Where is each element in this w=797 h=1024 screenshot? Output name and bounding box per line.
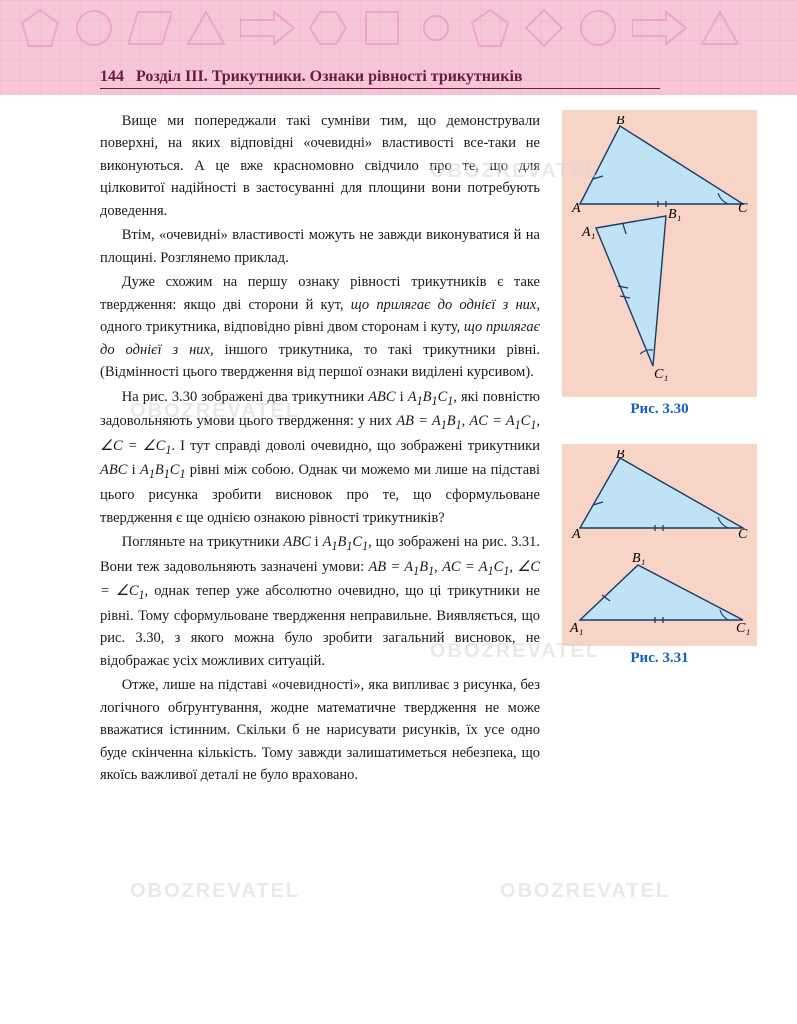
triangle-a1b1c1-2 <box>580 565 743 620</box>
label-A1: A₁ <box>581 225 595 240</box>
figure-3-31-svg: A B C A₁ B₁ C₁ <box>568 450 751 635</box>
shape-triangle-icon <box>186 8 226 48</box>
label-A1-2: A₁ <box>569 621 583 635</box>
text-column: Вище ми попереджали такі сумніви тим, що… <box>100 110 540 984</box>
label-B1-2: B₁ <box>632 551 645 566</box>
label-C: C <box>738 201 748 216</box>
label-B1: B₁ <box>668 207 681 222</box>
label-A: A <box>571 201 581 216</box>
shape-square-icon <box>362 8 402 48</box>
page-number: 144 <box>100 68 124 85</box>
figure-3-30: A B C A₁ B₁ C₁ Рис. 3.30 <box>562 110 757 418</box>
paragraph-5: Погляньте на трикутники ABC і A1B1C1, що… <box>100 531 540 672</box>
shape-circle-icon <box>74 8 114 48</box>
paragraph-4: На рис. 3.30 зображені два трикутники AB… <box>100 386 540 529</box>
label-B: B <box>616 116 625 128</box>
shape-hexagon-icon <box>308 8 348 48</box>
label-C1: C₁ <box>654 367 668 382</box>
header-band: 144 Розділ III. Трикутники. Ознаки рівно… <box>0 0 797 95</box>
label-A-2: A <box>571 527 581 542</box>
triangle-a1b1c1 <box>596 216 666 366</box>
triangle-abc <box>580 126 743 204</box>
figure-column: A B C A₁ B₁ C₁ Рис. 3.30 <box>562 110 757 984</box>
shape-triangle2-icon <box>700 8 740 48</box>
figure-3-30-svg: A B C A₁ B₁ C₁ <box>568 116 751 386</box>
shape-pentagon2-icon <box>470 8 510 48</box>
shape-circle2-icon <box>578 8 618 48</box>
shape-parallelogram-icon <box>128 8 172 48</box>
paragraph-3: Дуже схожим на першу ознаку рівності три… <box>100 271 540 383</box>
paragraph-6: Отже, лише на підставі «очевидності», як… <box>100 674 540 786</box>
figure-3-31-box: A B C A₁ B₁ C₁ <box>562 444 757 646</box>
label-C-2: C <box>738 527 748 542</box>
shape-rhombus-icon <box>524 8 564 48</box>
body-area: Вище ми попереджали такі сумніви тим, що… <box>100 110 757 984</box>
label-C1-2: C₁ <box>736 621 750 635</box>
label-B-2: B <box>616 450 625 462</box>
figure-3-31: A B C A₁ B₁ C₁ Рис. 3.31 <box>562 444 757 667</box>
shape-pentagon-icon <box>20 8 60 48</box>
figure-3-30-caption: Рис. 3.30 <box>562 401 757 418</box>
figure-3-30-box: A B C A₁ B₁ C₁ <box>562 110 757 397</box>
paragraph-1: Вище ми попереджали такі сумніви тим, що… <box>100 110 540 222</box>
shape-arrow-icon <box>240 8 294 48</box>
figure-3-31-caption: Рис. 3.31 <box>562 650 757 667</box>
shape-arrow2-icon <box>632 8 686 48</box>
paragraph-2: Втім, «очевидні» властивості можуть не з… <box>100 224 540 269</box>
shape-circle-small-icon <box>416 8 456 48</box>
header-title-line: 144 Розділ III. Трикутники. Ознаки рівно… <box>100 68 660 89</box>
section-title: Розділ III. Трикутники. Ознаки рівності … <box>136 68 523 85</box>
header-shapes-row <box>0 8 797 48</box>
